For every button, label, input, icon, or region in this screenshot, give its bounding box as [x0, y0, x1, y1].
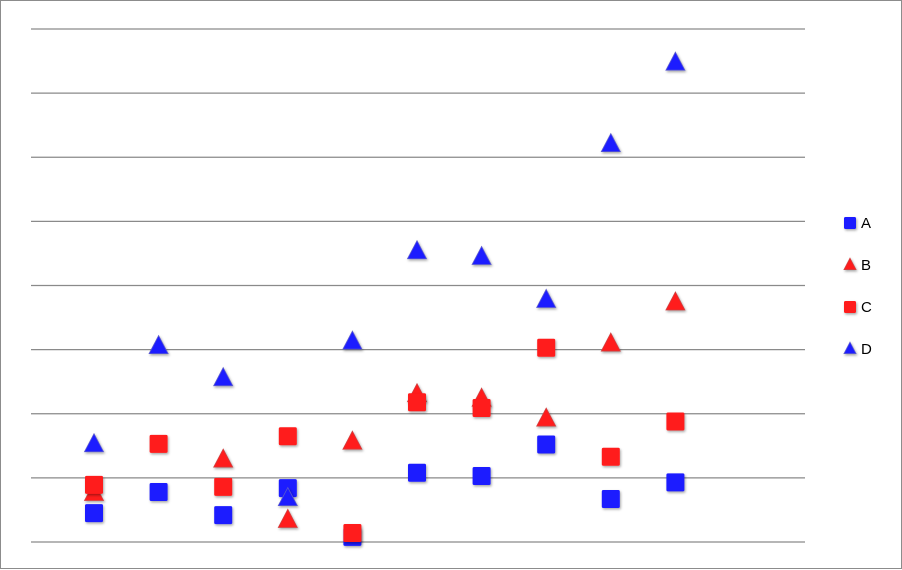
- point-c-1: [85, 475, 103, 494]
- point-b-9: [600, 332, 621, 352]
- point-c-5: [343, 524, 362, 543]
- point-b-3: [213, 448, 234, 468]
- point-d-6: [406, 239, 428, 260]
- point-d-10: [665, 51, 686, 71]
- point-b-5: [342, 430, 363, 450]
- point-c-2: [149, 434, 168, 453]
- point-d-1: [83, 432, 105, 453]
- point-a-1: [85, 504, 103, 523]
- legend-label-b: B: [861, 257, 871, 274]
- legend: A B C D: [843, 215, 872, 358]
- legend-marker-d: [843, 341, 857, 354]
- point-a-6: [408, 463, 426, 482]
- point-d-7: [471, 245, 492, 265]
- legend-marker-b: [843, 257, 857, 270]
- point-d-3: [213, 366, 234, 387]
- legend-label-d: D: [861, 341, 872, 358]
- point-c-6: [408, 393, 426, 412]
- point-c-4: [278, 427, 297, 446]
- point-b-10: [665, 291, 686, 311]
- point-a-2: [149, 482, 168, 501]
- point-b-4: [277, 508, 298, 528]
- data-points: [83, 51, 686, 546]
- point-a-7: [472, 466, 491, 485]
- point-c-8: [537, 338, 556, 357]
- point-c-9: [601, 447, 620, 466]
- point-c-7: [472, 398, 491, 417]
- point-a-10: [666, 473, 685, 492]
- point-d-8: [536, 288, 557, 308]
- point-a-8: [537, 435, 556, 454]
- legend-label-a: A: [861, 215, 871, 232]
- point-c-10: [666, 412, 685, 431]
- point-d-2: [148, 334, 169, 355]
- point-b-8: [536, 407, 557, 427]
- point-d-5: [342, 330, 363, 350]
- point-a-3: [214, 506, 233, 525]
- point-d-4: [277, 486, 298, 507]
- legend-label-c: C: [861, 299, 872, 316]
- point-a-9: [601, 490, 620, 509]
- point-d-9: [600, 132, 621, 153]
- point-c-3: [214, 477, 233, 496]
- legend-marker-c: [844, 301, 856, 313]
- legend-marker-a: [844, 217, 856, 229]
